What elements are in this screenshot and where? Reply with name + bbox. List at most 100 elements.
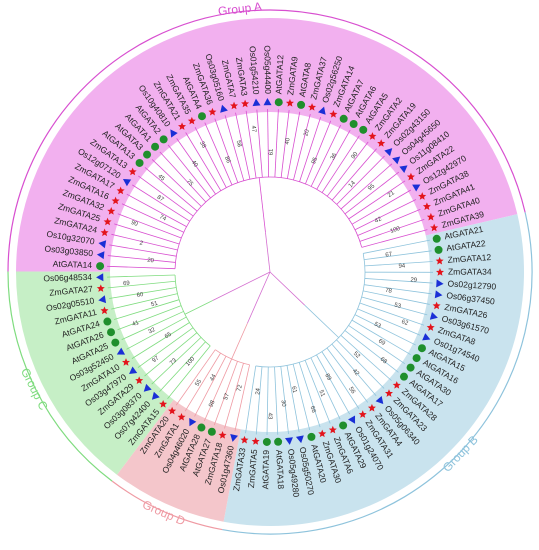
- marker-circle: [111, 338, 120, 347]
- support-value: 53: [393, 302, 402, 310]
- marker-star: [432, 301, 441, 310]
- branch: [234, 364, 250, 432]
- marker-star: [159, 400, 168, 408]
- marker-star: [367, 403, 376, 412]
- branch: [121, 311, 184, 341]
- marker-triangle: [434, 290, 443, 299]
- marker-star: [240, 435, 249, 444]
- support-value: 14: [348, 180, 357, 189]
- branch: [109, 244, 177, 257]
- branch: [267, 109, 270, 178]
- marker-circle: [159, 135, 168, 144]
- branch: [194, 356, 227, 417]
- group-ring: [7, 9, 526, 272]
- branch: [111, 233, 178, 251]
- support-value: 95: [311, 156, 319, 165]
- branch: [107, 265, 176, 270]
- branch: [293, 113, 311, 181]
- marker-star: [218, 431, 227, 439]
- branch: [255, 366, 263, 435]
- marker-triangle: [96, 273, 104, 282]
- marker-triangle: [392, 156, 401, 165]
- marker-triangle: [295, 435, 304, 444]
- branch: [159, 341, 206, 392]
- marker-triangle: [436, 279, 444, 288]
- branch: [167, 345, 211, 400]
- marker-star: [116, 186, 125, 195]
- branch: [344, 171, 400, 215]
- marker-circle: [349, 120, 358, 129]
- leaf-label: AtGATA19: [260, 450, 271, 490]
- branch: [292, 364, 311, 431]
- marker-circle: [103, 317, 112, 326]
- branch: [107, 280, 176, 289]
- marker-circle: [262, 437, 271, 446]
- marker-star: [251, 437, 260, 445]
- marker-triangle: [318, 106, 326, 115]
- branch: [286, 111, 301, 179]
- marker-star: [135, 376, 144, 384]
- branch: [245, 110, 257, 179]
- branch: [184, 300, 213, 315]
- marker-triangle: [429, 312, 438, 320]
- support-value: 41: [132, 320, 141, 328]
- support-value: 100: [390, 226, 402, 235]
- group-ring: [111, 480, 223, 531]
- support-value: 72: [236, 384, 244, 393]
- branch: [204, 122, 233, 186]
- marker-circle: [359, 125, 368, 134]
- leaf-label: Os05g44400: [262, 45, 273, 94]
- support-value: 69: [377, 338, 386, 347]
- marker-triangle: [375, 395, 384, 405]
- branch: [361, 296, 428, 316]
- branch: [305, 120, 332, 185]
- group-ring: [7, 271, 113, 482]
- branch: [137, 327, 194, 368]
- branch: [247, 271, 271, 324]
- branch: [185, 132, 222, 191]
- branch: [280, 366, 289, 434]
- marker-triangle: [263, 98, 272, 106]
- marker-circle: [412, 354, 421, 363]
- support-value: 90: [130, 220, 139, 228]
- branch: [364, 250, 432, 261]
- support-value: 29: [410, 277, 418, 283]
- branch: [126, 193, 187, 227]
- marker-star: [308, 103, 317, 111]
- branch: [336, 339, 385, 389]
- branch: [144, 167, 198, 212]
- branch: [304, 304, 339, 338]
- marker-star: [100, 228, 109, 237]
- branch: [121, 203, 184, 233]
- marker-star: [329, 110, 338, 118]
- branch: [340, 335, 392, 381]
- marker-circle: [143, 150, 152, 159]
- marker-star: [436, 268, 444, 276]
- support-value: 30: [280, 400, 287, 408]
- branch: [357, 208, 421, 236]
- branch: [298, 362, 321, 428]
- support-value: 66: [309, 405, 317, 414]
- marker-star: [377, 139, 386, 147]
- branch: [194, 127, 227, 188]
- branch: [159, 151, 207, 203]
- leaf-label: ZmGATA27: [49, 284, 94, 298]
- support-value: 60: [136, 292, 144, 299]
- support-value: 53: [373, 322, 382, 331]
- branch: [109, 287, 177, 299]
- marker-star: [368, 132, 377, 140]
- marker-triangle: [129, 366, 138, 375]
- branch: [326, 141, 369, 197]
- branch: [310, 357, 341, 420]
- group-ring: [222, 212, 533, 535]
- marker-star: [178, 122, 187, 130]
- marker-triangle: [96, 251, 105, 260]
- branch: [354, 314, 416, 346]
- branch: [167, 144, 211, 199]
- branch: [151, 159, 202, 207]
- marker-triangle: [143, 383, 152, 392]
- branch: [357, 308, 421, 336]
- branch: [224, 363, 244, 429]
- branch: [138, 175, 194, 217]
- marker-triangle: [189, 417, 197, 427]
